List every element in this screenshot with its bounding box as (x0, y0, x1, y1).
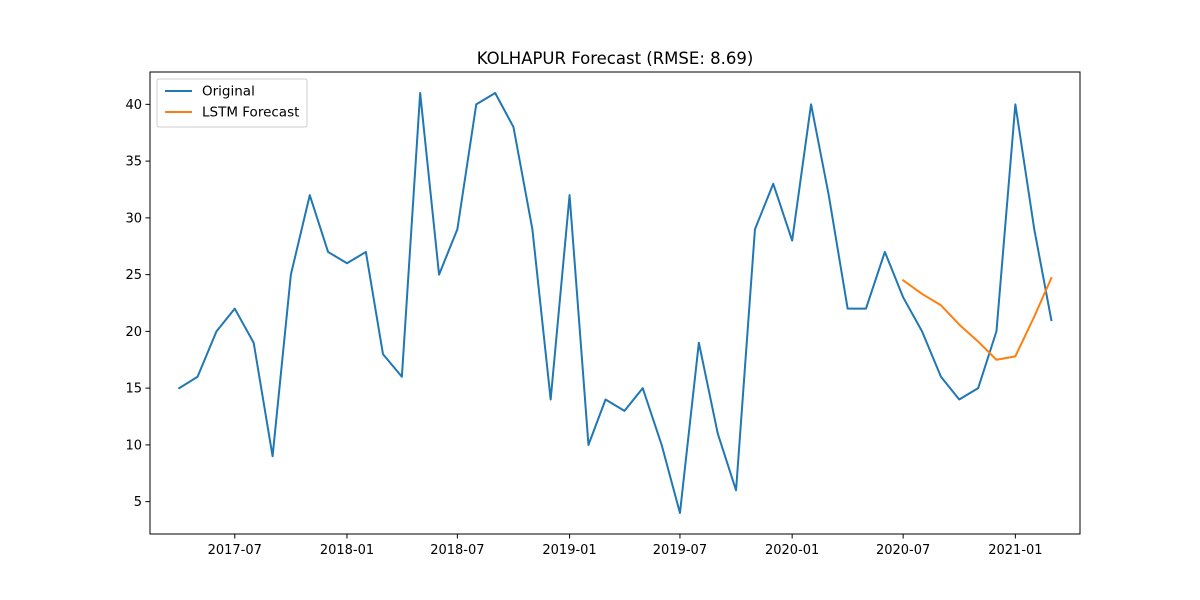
series-line-original (177, 92, 1053, 514)
y-axis: 5 10 15 20 25 30 35 40 (125, 98, 150, 510)
chart-title: KOLHAPUR Forecast (RMSE: 8.69) (477, 49, 754, 68)
y-tick-label: 35 (125, 155, 142, 170)
y-tick-label: 5 (134, 495, 142, 510)
series-line-lstm-forecast (901, 276, 1053, 361)
x-tick-label: 2020-07 (876, 543, 930, 558)
legend-label-lstm-forecast: LSTM Forecast (202, 105, 299, 121)
x-tick-label: 2019-07 (653, 543, 707, 558)
y-tick-label: 40 (125, 98, 142, 113)
x-axis: 2017-07 2018-01 2018-07 2019-01 2019-07 2020-… (208, 534, 1043, 558)
y-tick-label: 20 (125, 325, 142, 340)
legend: Original LSTM Forecast (156, 78, 308, 128)
x-tick-label: 2019-01 (542, 543, 596, 558)
x-tick-label: 2020-01 (765, 543, 819, 558)
y-tick-label: 25 (125, 268, 142, 283)
y-tick-label: 15 (125, 382, 142, 397)
legend-label-original: Original (202, 84, 255, 100)
x-tick-label: 2021-01 (988, 543, 1042, 558)
legend-frame (156, 78, 308, 128)
x-tick-label: 2018-01 (320, 543, 374, 558)
x-tick-label: 2018-07 (430, 543, 484, 558)
plot-area-frame (149, 71, 1081, 535)
y-tick-label: 10 (125, 438, 142, 453)
x-tick-label: 2017-07 (208, 543, 262, 558)
y-tick-label: 30 (125, 211, 142, 226)
series-layer (177, 92, 1053, 514)
